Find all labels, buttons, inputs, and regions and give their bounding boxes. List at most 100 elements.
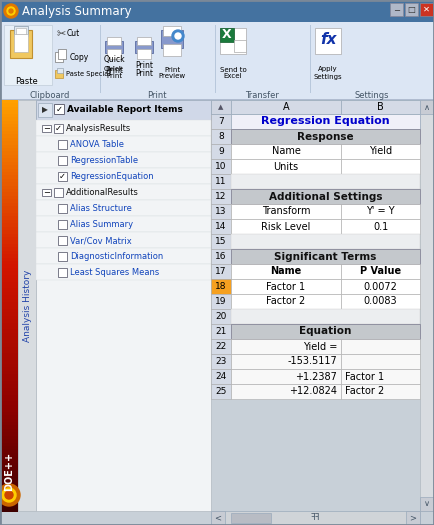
Bar (36, 168, 211, 184)
Bar (0, 381, 18, 385)
Bar (341, 204, 420, 219)
Bar (0, 209, 18, 214)
Bar (0, 490, 18, 495)
Bar (211, 100, 231, 114)
Text: 0.1: 0.1 (373, 222, 388, 232)
Text: 15: 15 (215, 237, 227, 246)
Bar (420, 100, 434, 511)
Bar (58, 156, 67, 165)
Bar (0, 508, 18, 511)
Bar (0, 117, 18, 121)
Bar (0, 350, 18, 354)
Bar (107, 49, 121, 59)
Text: RegressionTable: RegressionTable (70, 156, 138, 165)
Text: ✓: ✓ (55, 124, 62, 133)
Bar (58, 204, 67, 213)
Text: ∧: ∧ (424, 102, 430, 111)
Text: Transform: Transform (262, 206, 310, 216)
Bar (231, 189, 420, 204)
Bar (0, 141, 18, 145)
Circle shape (5, 491, 13, 499)
Bar (0, 484, 18, 488)
Text: Print: Print (147, 90, 167, 100)
Bar (341, 219, 420, 234)
Bar (4, 25, 52, 85)
Bar (36, 136, 211, 152)
Bar (0, 453, 18, 457)
Bar (0, 151, 18, 155)
Bar (0, 312, 18, 316)
Text: fx: fx (320, 33, 336, 47)
Text: 16: 16 (215, 252, 227, 261)
Bar (231, 294, 341, 309)
Text: ▲: ▲ (218, 104, 224, 110)
Text: +12.0824: +12.0824 (289, 386, 337, 396)
Bar (0, 110, 18, 114)
Bar (0, 470, 18, 474)
Text: Print
Preview: Print Preview (158, 67, 186, 79)
Text: 18: 18 (215, 282, 227, 291)
Bar (211, 369, 231, 384)
Text: AdditionalResults: AdditionalResults (66, 188, 139, 197)
Bar (211, 174, 231, 189)
Bar (234, 40, 246, 52)
Bar (105, 41, 123, 53)
Bar (0, 377, 18, 381)
Text: 14: 14 (215, 222, 227, 231)
Bar (161, 30, 183, 48)
Bar (0, 299, 18, 302)
Bar (341, 294, 420, 309)
Bar (215, 25, 216, 93)
Text: ✂: ✂ (57, 29, 66, 39)
Bar (0, 237, 18, 241)
Bar (16, 28, 26, 34)
Bar (0, 422, 18, 426)
Bar (0, 275, 18, 279)
Bar (53, 48, 99, 66)
Bar (0, 213, 18, 217)
Bar (420, 3, 433, 16)
Bar (211, 511, 225, 525)
Circle shape (4, 4, 18, 18)
Bar (231, 174, 420, 189)
Bar (211, 219, 231, 234)
Bar (137, 49, 151, 59)
Bar (0, 360, 18, 364)
Bar (107, 37, 121, 45)
Bar (211, 279, 231, 294)
Text: Factor 2: Factor 2 (345, 386, 384, 396)
Bar (0, 220, 18, 224)
Bar (163, 26, 181, 36)
Bar (0, 330, 18, 333)
Bar (341, 339, 420, 354)
Bar (420, 497, 434, 511)
Text: Copy: Copy (70, 52, 89, 61)
Bar (0, 196, 18, 200)
Bar (211, 309, 231, 324)
Bar (0, 357, 18, 361)
Bar (211, 249, 231, 264)
Bar (310, 25, 311, 93)
Bar (341, 159, 420, 174)
Bar (420, 100, 434, 114)
Bar (0, 443, 18, 446)
Bar (36, 264, 211, 280)
Bar (0, 216, 18, 220)
Text: Alias Summary: Alias Summary (70, 220, 133, 229)
Bar (0, 326, 18, 330)
Bar (231, 129, 420, 144)
Bar (341, 384, 420, 399)
Text: A: A (283, 102, 289, 112)
Text: >: > (410, 513, 417, 522)
Bar (405, 3, 418, 16)
Bar (0, 227, 18, 230)
Bar (0, 158, 18, 162)
Text: X: X (222, 28, 232, 41)
Bar (0, 494, 18, 498)
Text: Yield: Yield (369, 146, 392, 156)
Text: Analysis Summary: Analysis Summary (22, 5, 132, 17)
Bar (0, 449, 18, 453)
Text: Analysis History: Analysis History (23, 269, 32, 342)
Bar (0, 99, 434, 100)
Bar (231, 204, 341, 219)
